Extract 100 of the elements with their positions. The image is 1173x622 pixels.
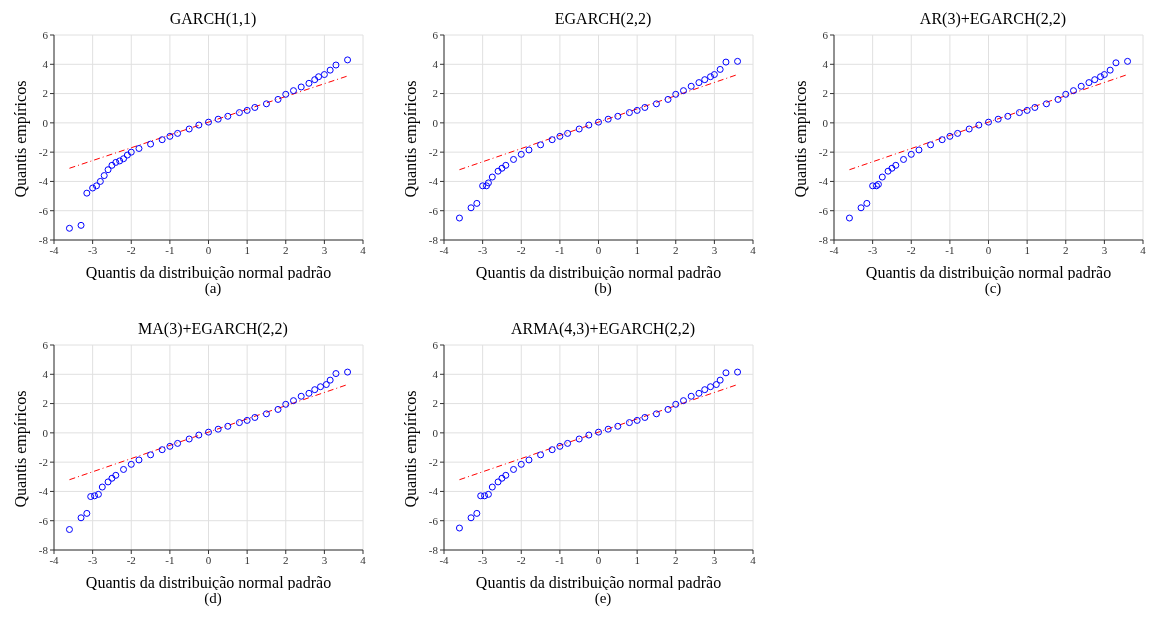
- y-tick-label: 2: [822, 87, 828, 100]
- point: [845, 214, 853, 222]
- point: [262, 100, 270, 108]
- point: [96, 177, 104, 185]
- point: [289, 87, 297, 95]
- point: [575, 435, 583, 443]
- x-tick-label: -2: [126, 243, 136, 256]
- point: [205, 118, 212, 126]
- point: [633, 416, 641, 424]
- point: [672, 90, 680, 98]
- y-tick-label: -8: [38, 233, 49, 246]
- point: [564, 439, 572, 447]
- point: [525, 146, 533, 154]
- y-tick-label: 4: [822, 58, 829, 71]
- x-tick-label: 4: [750, 243, 757, 256]
- point: [585, 431, 593, 439]
- text: (e): [593, 590, 613, 607]
- y-tick-label: -6: [818, 204, 829, 217]
- point: [604, 425, 612, 433]
- y-tick-label: 4: [42, 368, 49, 381]
- point: [614, 422, 622, 430]
- point: [123, 151, 131, 159]
- chart-title: ARMA(4,3)+EGARCH(2,2): [509, 319, 697, 340]
- x-tick-label: -2: [906, 243, 916, 256]
- point: [517, 460, 525, 468]
- point: [91, 492, 99, 500]
- point: [707, 383, 715, 391]
- point: [1097, 73, 1105, 81]
- point: [83, 509, 91, 517]
- point: [185, 435, 193, 443]
- point: [585, 121, 593, 129]
- point: [888, 164, 896, 172]
- y-tick-label: 2: [42, 397, 48, 410]
- x-tick-label: -1: [945, 243, 955, 256]
- x-tick-label: 4: [360, 553, 367, 566]
- point: [1106, 66, 1114, 74]
- text: (a): [203, 280, 223, 297]
- point: [1091, 76, 1099, 84]
- point: [98, 483, 106, 491]
- point: [641, 103, 649, 111]
- point: [317, 383, 325, 391]
- point: [147, 140, 155, 148]
- point: [575, 125, 583, 133]
- point: [556, 132, 564, 140]
- point: [166, 442, 174, 450]
- point: [525, 456, 533, 464]
- x-tick-label: 2: [673, 243, 679, 256]
- point: [214, 425, 222, 433]
- point: [87, 493, 95, 501]
- point: [166, 132, 174, 140]
- point: [734, 368, 742, 376]
- y-tick-label: -2: [818, 146, 828, 159]
- x-tick-label: -3: [478, 553, 488, 566]
- point: [722, 369, 730, 377]
- point: [174, 129, 182, 137]
- point: [305, 79, 313, 87]
- y-tick-label: 0: [432, 116, 439, 129]
- point: [344, 56, 352, 64]
- point: [77, 221, 85, 229]
- point: [1015, 109, 1023, 117]
- y-tick-label: 6: [432, 338, 439, 351]
- point: [672, 400, 680, 408]
- y-tick-label: -2: [38, 146, 48, 159]
- point: [1031, 103, 1039, 111]
- x-tick-label: 3: [1101, 243, 1108, 256]
- point: [205, 428, 212, 436]
- y-tick-label: -2: [428, 146, 438, 159]
- x-tick-label: -2: [516, 553, 526, 566]
- x-tick-label: 0: [205, 243, 212, 256]
- x-tick-label: 0: [205, 553, 212, 566]
- point: [108, 161, 116, 169]
- point: [311, 76, 319, 84]
- point: [326, 376, 334, 384]
- point: [1004, 112, 1012, 120]
- x-tick-label: -2: [516, 243, 526, 256]
- y-tick-label: 6: [42, 28, 49, 41]
- point: [857, 204, 865, 212]
- point: [282, 400, 290, 408]
- point: [65, 526, 73, 533]
- point: [127, 148, 135, 156]
- point: [100, 172, 108, 180]
- y-tick-label: 0: [42, 426, 49, 439]
- point: [1100, 71, 1108, 79]
- point: [311, 386, 319, 394]
- point: [687, 82, 695, 90]
- text: (d): [203, 590, 223, 607]
- chart-title: EGARCH(2,2): [553, 9, 653, 30]
- x-tick-label: 1: [634, 553, 640, 566]
- point: [147, 451, 155, 459]
- point: [481, 492, 489, 500]
- x-tick-label: 4: [750, 553, 757, 566]
- point: [869, 182, 877, 190]
- point: [94, 490, 102, 498]
- point: [467, 204, 475, 212]
- x-tick-label: -1: [555, 243, 565, 256]
- point: [1085, 79, 1093, 87]
- point: [625, 109, 633, 117]
- point: [679, 397, 687, 405]
- y-tick-label: 2: [432, 397, 438, 410]
- point: [104, 478, 112, 486]
